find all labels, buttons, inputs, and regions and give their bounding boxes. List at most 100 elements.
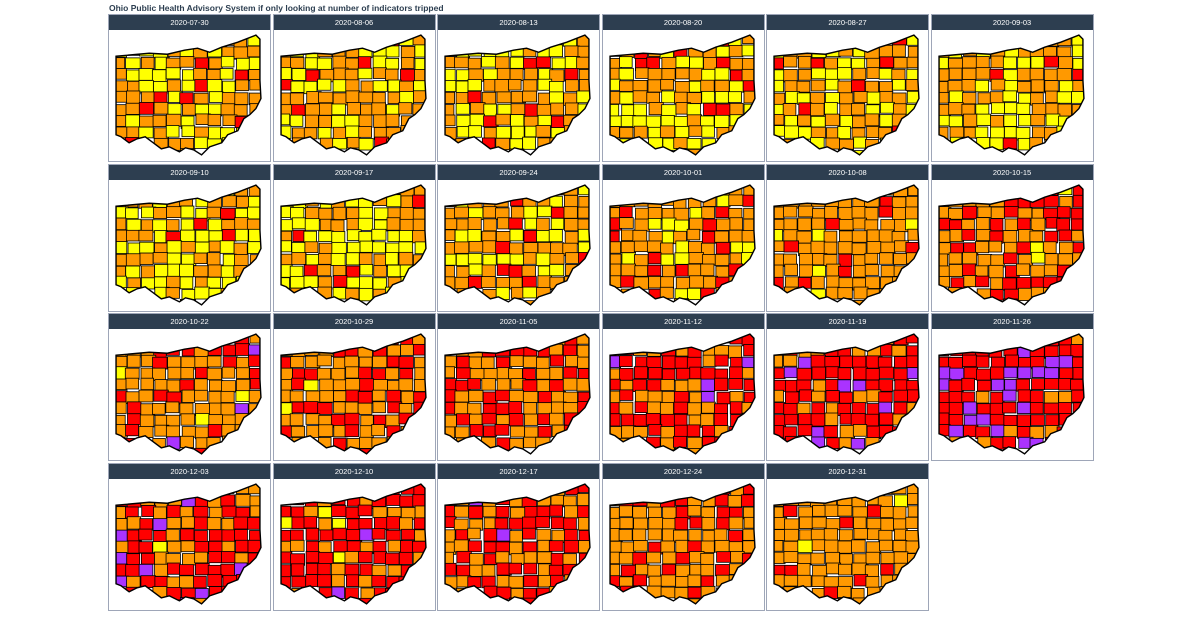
panel-date-header: 2020-12-03: [109, 463, 270, 479]
state-outline: [279, 482, 427, 605]
county-orange: [193, 252, 208, 264]
county-yellow: [455, 103, 470, 115]
county-yellow: [330, 241, 347, 254]
county-orange: [535, 125, 551, 138]
state-outline: [279, 333, 427, 455]
county-yellow: [1016, 56, 1031, 70]
county-yellow: [280, 67, 292, 81]
county-red: [304, 69, 319, 83]
county-orange: [851, 493, 866, 508]
county-red: [234, 343, 250, 356]
county-orange: [206, 355, 222, 368]
county-orange: [357, 574, 373, 587]
county-yellow: [509, 253, 525, 265]
county-orange: [495, 550, 510, 563]
county-orange: [661, 391, 676, 405]
county-red: [850, 413, 867, 426]
county-orange: [126, 354, 141, 368]
county-orange: [445, 426, 456, 439]
county-orange: [345, 206, 360, 220]
county-yellow: [510, 125, 525, 140]
county-orange: [796, 230, 812, 244]
county-red: [510, 344, 525, 358]
county-orange: [344, 447, 360, 454]
county-orange: [413, 69, 426, 82]
map-panel: 2020-12-17: [437, 462, 600, 611]
county-orange: [618, 126, 633, 139]
county-orange: [344, 57, 360, 70]
county-orange: [715, 218, 731, 231]
county-orange: [384, 367, 399, 380]
county-red: [234, 528, 248, 541]
county-red: [609, 413, 621, 427]
county-orange: [249, 103, 261, 116]
county-orange: [906, 56, 919, 69]
county-red: [345, 573, 361, 587]
map-panel: 2020-09-10: [108, 163, 271, 312]
county-orange: [181, 389, 196, 403]
county-purple: [1002, 366, 1018, 379]
county-orange: [480, 275, 496, 288]
county-red: [564, 528, 578, 542]
panel-date-header: 2020-11-26: [931, 314, 1093, 329]
county-orange: [1058, 241, 1074, 254]
county-yellow: [280, 239, 292, 252]
county-orange: [687, 263, 703, 277]
county-red: [523, 57, 538, 70]
state-outline: [444, 333, 591, 455]
county-yellow: [291, 195, 308, 209]
county-red: [877, 356, 893, 369]
county-orange: [853, 516, 867, 530]
county-orange: [344, 550, 360, 563]
county-red: [976, 379, 991, 392]
county-orange: [989, 115, 1004, 128]
county-red: [619, 274, 636, 288]
county-yellow: [990, 102, 1005, 115]
state-outline: [608, 482, 756, 605]
county-red: [878, 379, 894, 392]
county-orange: [960, 103, 975, 116]
county-orange: [674, 539, 689, 553]
county-orange: [249, 79, 261, 91]
county-red: [317, 551, 333, 565]
county-orange: [206, 516, 222, 530]
county-yellow: [700, 125, 715, 138]
county-red: [960, 228, 975, 241]
county-red: [508, 217, 523, 229]
county-yellow: [180, 229, 196, 242]
county-yellow: [825, 92, 841, 104]
county-yellow: [126, 218, 142, 232]
county-red: [153, 389, 169, 402]
county-orange: [686, 402, 702, 416]
county-yellow: [289, 206, 304, 219]
county-orange: [1016, 81, 1031, 93]
county-purple: [1016, 401, 1031, 415]
panel-date-header: 2020-10-01: [602, 164, 764, 180]
county-orange: [167, 366, 182, 380]
county-orange: [782, 103, 797, 117]
county-orange: [741, 528, 755, 541]
county-orange: [837, 240, 853, 254]
county-orange: [509, 68, 524, 82]
county-red: [523, 229, 538, 242]
county-orange: [975, 195, 990, 208]
county-yellow: [811, 228, 826, 242]
county-orange: [837, 585, 852, 598]
county-orange: [905, 78, 919, 91]
county-orange: [647, 528, 662, 540]
state-outline: [773, 183, 920, 306]
county-yellow: [152, 45, 168, 59]
state-outline: [115, 482, 262, 605]
county-yellow: [151, 69, 167, 82]
county-purple: [496, 528, 512, 541]
county-yellow: [468, 263, 484, 275]
county-yellow: [481, 56, 497, 68]
county-red: [179, 563, 195, 576]
ohio-county-map: [773, 333, 920, 455]
panel-date-header: 2020-12-17: [438, 463, 599, 479]
county-red: [785, 391, 800, 405]
county-yellow: [536, 229, 551, 242]
county-orange: [1043, 68, 1058, 81]
county-red: [938, 424, 951, 437]
county-orange: [774, 354, 783, 368]
